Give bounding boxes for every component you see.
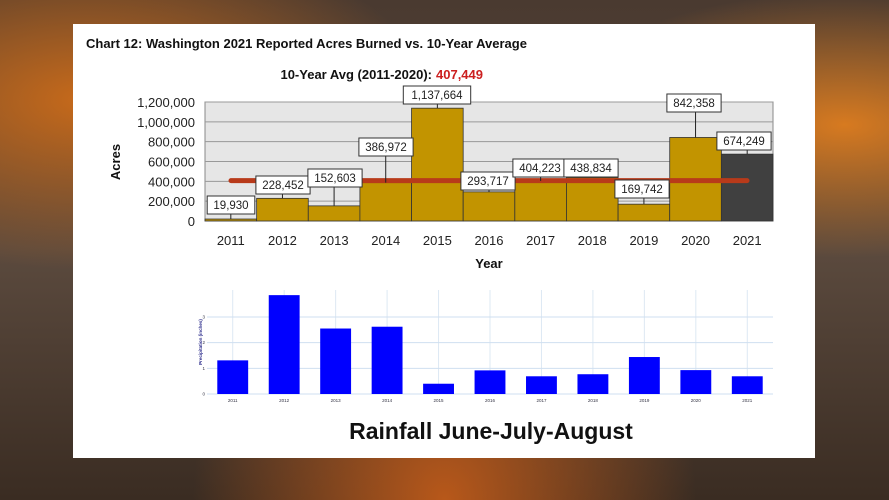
rain-bar-2019	[628, 357, 660, 394]
x-tick-label: 2014	[382, 398, 393, 403]
x-tick-label: 2021	[742, 398, 753, 403]
y-tick-label: 0	[202, 392, 205, 397]
x-tick-label: 2019	[629, 233, 658, 248]
bar-2018	[566, 177, 619, 222]
x-tick-label: 2015	[423, 233, 452, 248]
x-tick-label: 2020	[681, 233, 710, 248]
x-tick-label: 2013	[331, 398, 342, 403]
chart1-subtitle-label: 10-Year Avg (2011-2020):	[280, 67, 432, 82]
x-tick-label: 2012	[279, 398, 290, 403]
y-tick-label: 0	[188, 214, 195, 229]
y-tick-label: 200,000	[148, 194, 195, 209]
chart2-title: Rainfall June-July-August	[349, 418, 633, 444]
data-label: 438,834	[570, 163, 612, 175]
x-tick-label: 2011	[228, 398, 238, 403]
rain-bar-2016	[474, 370, 506, 394]
x-tick-label: 2018	[578, 233, 607, 248]
data-label: 293,717	[467, 176, 509, 188]
x-tick-label: 2016	[475, 233, 504, 248]
data-label-box	[358, 137, 414, 157]
x-tick-label: 2015	[434, 398, 445, 403]
data-label: 386,972	[365, 142, 407, 154]
x-tick-label: 2017	[536, 398, 547, 403]
bar-2016	[462, 191, 516, 222]
y-tick-label: 600,000	[148, 155, 195, 170]
chart2-ylabel: Precipitation (inches)	[198, 319, 203, 365]
rain-bar-2011	[217, 360, 249, 394]
rain-bar-2018	[577, 374, 609, 394]
bar-2014	[359, 182, 412, 222]
x-tick-label: 2021	[733, 233, 762, 248]
rain-bar-2015	[423, 383, 454, 394]
y-tick-label: 400,000	[148, 174, 195, 189]
data-label: 842,358	[673, 98, 715, 110]
rain-bar-2017	[526, 376, 557, 394]
y-tick-label: 3	[202, 314, 205, 319]
bar-2017	[514, 180, 567, 222]
chart1-subtitle-value: 407,449	[436, 67, 483, 82]
y-tick-label: 1	[202, 366, 205, 371]
data-label: 228,452	[262, 180, 304, 192]
x-tick-label: 2018	[588, 398, 599, 403]
y-tick-label: 1,000,000	[137, 115, 195, 130]
bar-2015	[411, 107, 464, 222]
y-tick-label: 2	[202, 340, 205, 345]
x-tick-label: 2020	[691, 398, 702, 403]
data-label-box	[402, 85, 472, 105]
data-label-box	[206, 195, 256, 215]
bar-2013	[307, 205, 361, 222]
bar-2019	[617, 203, 671, 222]
x-tick-label: 2019	[639, 398, 650, 403]
data-label: 169,742	[621, 184, 663, 196]
chart1-title: Chart 12: Washington 2021 Reported Acres…	[86, 36, 527, 51]
data-label-box	[307, 168, 363, 188]
bar-2021	[720, 153, 774, 222]
y-tick-label: 1,200,000	[137, 95, 195, 110]
chart1-ylabel: Acres	[108, 144, 123, 180]
rain-bar-2012	[268, 295, 300, 394]
bar-2012	[256, 197, 309, 222]
data-label: 674,249	[723, 136, 765, 148]
rain-bar-2013	[320, 328, 352, 394]
rain-bar-2021	[731, 376, 763, 394]
data-label-box	[563, 158, 619, 178]
x-tick-label: 2011	[217, 233, 245, 248]
bar-2011	[204, 218, 258, 222]
data-label: 152,603	[314, 173, 356, 185]
data-label-box	[614, 179, 670, 199]
x-tick-label: 2014	[371, 233, 400, 248]
x-tick-label: 2017	[526, 233, 555, 248]
data-label: 1,137,664	[411, 90, 463, 102]
rain-bar-2020	[680, 370, 712, 394]
chart1-xlabel: Year	[475, 256, 502, 271]
y-tick-label: 800,000	[148, 135, 195, 150]
x-tick-label: 2013	[320, 233, 349, 248]
rain-bar-2014	[371, 326, 403, 394]
data-label: 19,930	[213, 200, 248, 212]
data-label: 404,223	[519, 163, 561, 175]
data-label-box	[716, 131, 772, 151]
x-tick-label: 2012	[268, 233, 297, 248]
data-label-box	[666, 93, 722, 113]
data-label-box	[460, 171, 516, 191]
x-tick-label: 2016	[485, 398, 496, 403]
